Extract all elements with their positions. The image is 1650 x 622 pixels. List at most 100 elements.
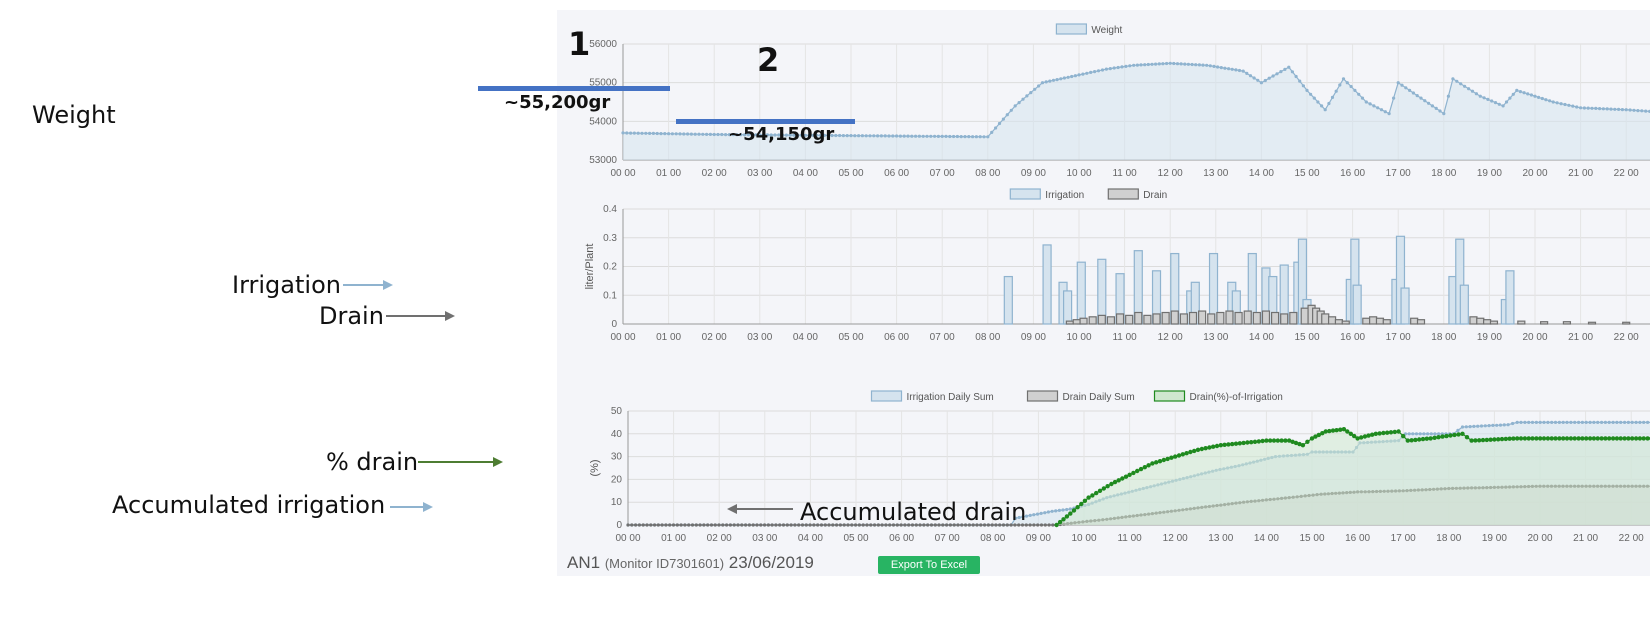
x-tick-label: 18 00: [1431, 332, 1456, 343]
point-drain-of-irrigation: [1359, 435, 1364, 440]
point-drain-daily-sum: [998, 523, 1002, 527]
point-drain-of-irrigation: [1338, 427, 1343, 432]
point-drain-of-irrigation: [1165, 456, 1170, 462]
y-tick-label: 50: [611, 406, 623, 417]
point-drain-of-irrigation: [1264, 438, 1269, 443]
x-tick-label: 05 00: [838, 168, 863, 179]
export-to-excel-button[interactable]: Export To Excel: [878, 556, 980, 574]
x-tick-label: 03 00: [747, 332, 772, 343]
x-tick-label: 22 00: [1614, 332, 1639, 343]
point-weight: [800, 133, 804, 137]
point-drain-daily-sum: [740, 523, 744, 527]
point-weight: [1089, 70, 1093, 74]
bar-drain: [1161, 311, 1170, 325]
point-weight: [1446, 94, 1450, 98]
point-drain-daily-sum: [785, 523, 789, 527]
point-weight: [705, 132, 709, 136]
point-drain-of-irrigation: [1142, 465, 1147, 470]
point-irrigation-daily-sum: [1634, 420, 1638, 424]
bar-irrigation: [1076, 261, 1086, 325]
point-irrigation-daily-sum: [1592, 420, 1596, 424]
point-weight: [959, 135, 963, 139]
point-irrigation-daily-sum: [1646, 420, 1650, 424]
point-weight: [822, 133, 826, 137]
point-drain-of-irrigation: [1094, 490, 1099, 496]
point-irrigation-daily-sum: [1472, 424, 1476, 428]
point-weight: [1490, 99, 1494, 103]
point-drain-daily-sum: [698, 523, 702, 527]
bar-drain: [1321, 313, 1330, 325]
point-weight: [1353, 88, 1357, 92]
x-tick-label: 14 00: [1249, 168, 1274, 179]
point-weight: [963, 135, 967, 139]
point-drain-daily-sum: [816, 523, 820, 527]
point-weight: [830, 133, 834, 138]
x-tick-label: 19 00: [1477, 168, 1502, 179]
point-weight: [689, 132, 693, 136]
point-irrigation-daily-sum: [1460, 425, 1465, 429]
point-irrigation-daily-sum: [1054, 509, 1058, 513]
point-weight: [1066, 75, 1070, 79]
point-weight: [1515, 88, 1519, 92]
point-irrigation-daily-sum: [1024, 514, 1029, 518]
point-drain-of-irrigation: [1409, 438, 1414, 443]
point-weight: [1132, 63, 1136, 67]
bar-drain: [1469, 316, 1478, 325]
point-weight: [914, 134, 918, 138]
point-weight: [982, 135, 986, 139]
point-weight: [815, 133, 819, 137]
x-tick-label: 12 00: [1163, 533, 1188, 544]
point-weight: [1320, 104, 1324, 108]
point-drain-daily-sum: [728, 523, 732, 527]
point-weight: [1586, 106, 1590, 110]
x-tick-label: 18 00: [1436, 533, 1461, 544]
point-irrigation-daily-sum: [1638, 420, 1642, 424]
point-drain-daily-sum: [1009, 523, 1013, 527]
y-tick-label: 55000: [589, 78, 617, 89]
point-irrigation-daily-sum: [1495, 423, 1499, 427]
point-irrigation-daily-sum: [1068, 507, 1072, 511]
point-weight: [1372, 104, 1376, 108]
x-tick-label: 02 00: [702, 168, 727, 179]
point-weight: [1617, 107, 1621, 111]
point-drain-daily-sum: [964, 523, 968, 527]
point-weight: [1263, 78, 1267, 83]
point-drain-of-irrigation: [1492, 437, 1497, 442]
point-weight: [1567, 103, 1571, 107]
point-drain-of-irrigation: [1401, 433, 1406, 439]
point-drain-of-irrigation: [1316, 432, 1321, 438]
annotation-weight: Weight: [32, 101, 116, 129]
point-drain-daily-sum: [789, 523, 793, 527]
point-drain-daily-sum: [645, 523, 649, 527]
legend-swatch: [1026, 390, 1059, 402]
bar-drain: [1106, 316, 1116, 325]
point-drain-of-irrigation: [1271, 438, 1277, 443]
bar-drain: [1540, 321, 1549, 325]
bar-drain: [1115, 313, 1125, 325]
point-weight: [1316, 100, 1320, 104]
point-irrigation-daily-sum: [1600, 420, 1604, 424]
point-weight: [1143, 63, 1147, 67]
point-weight: [1096, 69, 1101, 73]
point-weight: [1186, 62, 1190, 66]
y-tick-label: 0.1: [603, 290, 617, 301]
point-drain-daily-sum: [694, 523, 698, 527]
point-weight: [796, 133, 800, 137]
point-drain-of-irrigation: [1252, 439, 1258, 444]
bar-drain: [1125, 314, 1134, 325]
bar-irrigation: [1063, 290, 1073, 325]
point-drain-daily-sum: [702, 523, 706, 527]
point-weight: [1470, 89, 1475, 93]
point-weight: [667, 132, 671, 136]
point-irrigation-daily-sum: [1491, 423, 1495, 427]
point-weight: [743, 133, 747, 137]
point-irrigation-daily-sum: [1057, 508, 1061, 512]
point-weight: [640, 131, 644, 135]
point-weight: [1404, 86, 1408, 90]
point-irrigation-daily-sum: [1483, 424, 1487, 428]
point-weight: [841, 134, 845, 138]
point-weight: [1590, 106, 1594, 110]
point-drain-of-irrigation: [1079, 501, 1084, 507]
bar-irrigation: [1003, 275, 1013, 325]
x-tick-label: 15 00: [1294, 168, 1319, 179]
